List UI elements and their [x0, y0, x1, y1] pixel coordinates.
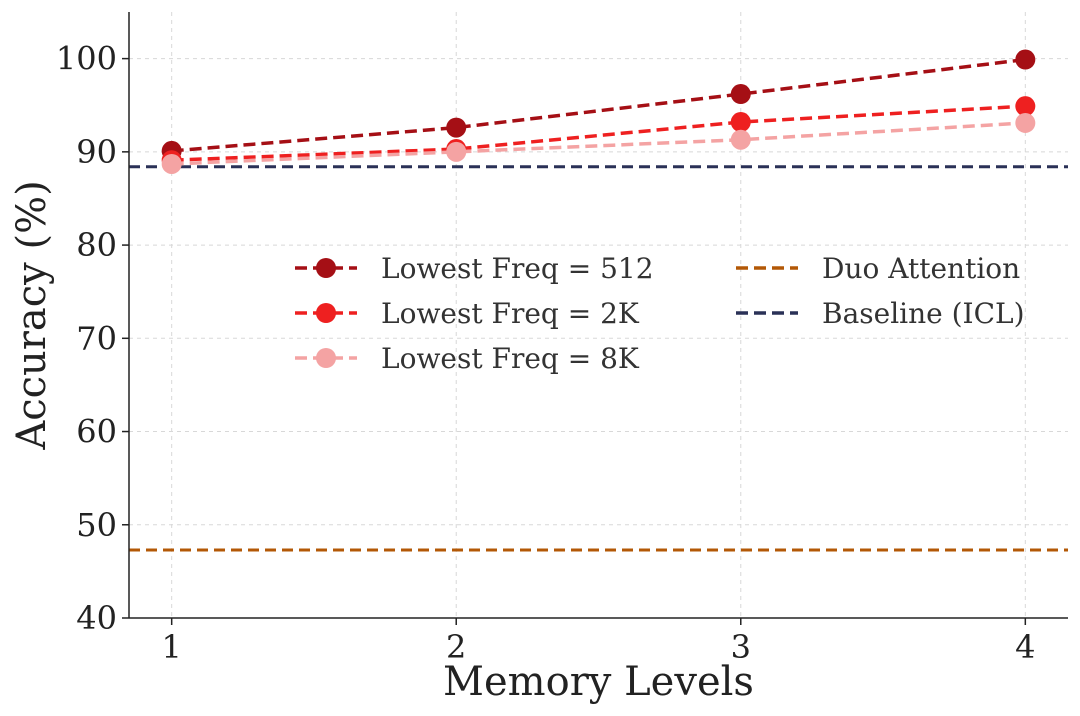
- grid: [129, 12, 1068, 619]
- tick-labels: 40 50 60 70 80 90 100 1 2 3 4: [56, 40, 1036, 666]
- y-tick-label: 50: [76, 506, 117, 544]
- legend-marker-swatch: [316, 348, 336, 368]
- x-tick-label: 1: [162, 628, 182, 666]
- x-axis-title: Memory Levels: [443, 659, 754, 705]
- series-line: [171, 104, 1026, 162]
- legend-marker-swatch: [316, 258, 336, 278]
- legend-label: Duo Attention: [822, 252, 1020, 285]
- x-tick-label: 2: [446, 628, 466, 666]
- legend-label: Baseline (ICL): [822, 297, 1025, 330]
- legend-label: Lowest Freq = 512: [381, 252, 654, 285]
- legend-entry: Lowest Freq = 8K: [295, 342, 640, 375]
- data-point: [446, 141, 467, 162]
- data-point: [730, 112, 751, 133]
- legend-entry: Baseline (ICL): [736, 297, 1025, 330]
- y-tick-label: 90: [76, 133, 117, 171]
- x-tick-label: 3: [731, 628, 751, 666]
- y-tick-label: 100: [56, 40, 117, 78]
- series-line: [171, 121, 1026, 166]
- legend-label: Lowest Freq = 8K: [381, 342, 640, 375]
- legend-entry: Duo Attention: [736, 252, 1020, 285]
- series-lines: [161, 49, 1036, 174]
- data-point: [730, 129, 751, 150]
- legend-label: Lowest Freq = 2K: [381, 297, 640, 330]
- data-point: [161, 153, 182, 174]
- reference-lines: [129, 165, 1068, 552]
- y-tick-label: 40: [76, 599, 117, 637]
- data-point: [1015, 96, 1036, 117]
- y-tick-label: 80: [76, 226, 117, 264]
- data-point: [1015, 49, 1036, 70]
- legend-entry: Lowest Freq = 512: [295, 252, 654, 285]
- axes: [128, 12, 1068, 619]
- y-axis-title: Accuracy (%): [9, 180, 55, 450]
- data-point: [730, 84, 751, 105]
- x-tick-label: 4: [1015, 628, 1035, 666]
- series-line: [171, 57, 1026, 153]
- y-tick-label: 70: [76, 319, 117, 357]
- legend-entry: Lowest Freq = 2K: [295, 297, 640, 330]
- y-tick-label: 60: [76, 413, 117, 451]
- data-point: [446, 117, 467, 138]
- legend: Lowest Freq = 512 Lowest Freq = 2K Lowest …: [295, 252, 1025, 375]
- legend-marker-swatch: [316, 303, 336, 323]
- data-point: [1015, 112, 1036, 133]
